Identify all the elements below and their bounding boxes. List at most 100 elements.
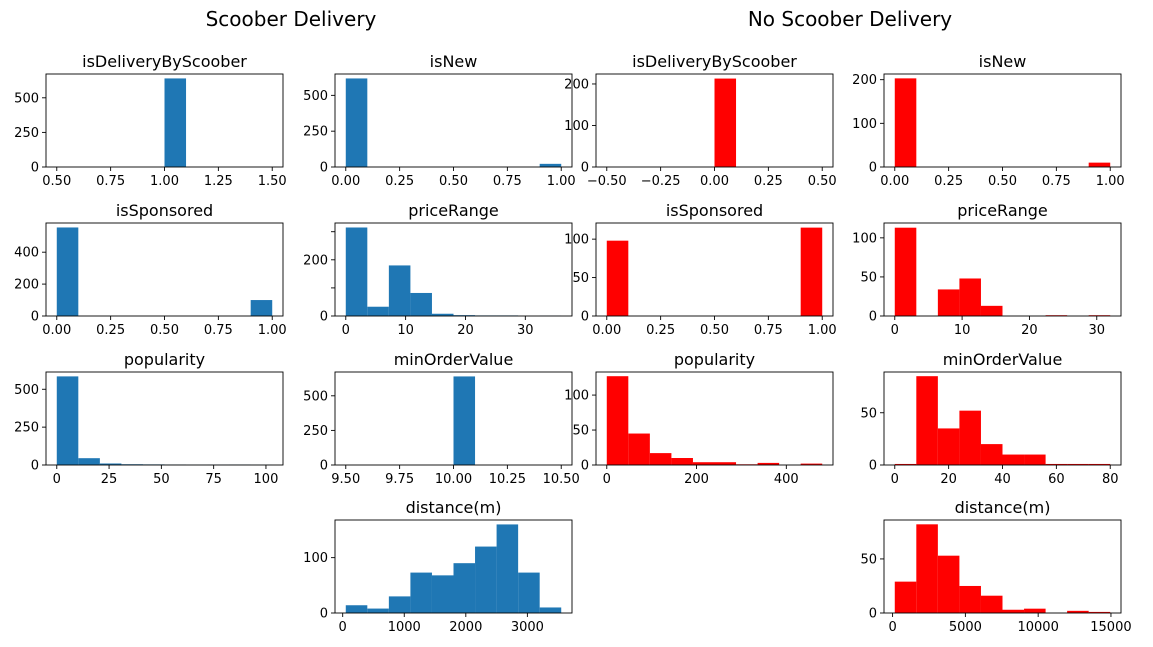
panel-title: isSponsored xyxy=(666,201,763,220)
y-tick-label: 200 xyxy=(303,253,328,268)
y-tick-label: 250 xyxy=(14,126,39,141)
y-tick-label: 0 xyxy=(869,459,877,474)
panel-title: isDeliveryByScoober xyxy=(82,52,247,71)
histogram-bar xyxy=(345,78,368,167)
panel-no-scoober-isnew: isNew 0.00 0.25 0.50 0.75 1.00 0 100 200 xyxy=(852,52,1125,189)
panel-no-scoober-popularity: popularity 0 200 400 0 50 100 xyxy=(564,350,834,487)
x-tick-label: 0 xyxy=(53,472,61,487)
histogram-bar xyxy=(345,605,368,613)
y-tick-label: 0 xyxy=(581,459,589,474)
histogram-bar xyxy=(894,581,917,613)
histogram-bar xyxy=(431,313,454,316)
y-tick-label: 0 xyxy=(31,310,39,325)
histogram-bar xyxy=(367,306,389,316)
axes-frame xyxy=(883,222,1122,317)
x-tick-label: 0.00 xyxy=(42,323,71,338)
histogram-bar xyxy=(56,227,79,316)
axes-frame xyxy=(883,73,1122,168)
panel-title: distance(m) xyxy=(406,498,502,517)
histogram-bar xyxy=(539,607,562,613)
histogram-bar xyxy=(99,463,122,465)
histogram-bar xyxy=(937,428,960,465)
x-tick-label: 9.75 xyxy=(385,472,414,487)
y-tick-label: 100 xyxy=(852,231,877,246)
axes-frame xyxy=(334,222,573,317)
y-tick-label: 500 xyxy=(14,383,39,398)
histogram-bar xyxy=(1024,454,1046,465)
histogram-bar xyxy=(980,444,1003,465)
x-tick-label: 2000 xyxy=(449,620,482,635)
y-tick-label: 0 xyxy=(869,161,877,176)
x-tick-label: 1000 xyxy=(388,620,421,635)
x-tick-label: 0.50 xyxy=(700,323,729,338)
histogram-bar xyxy=(916,376,938,465)
histogram-bar xyxy=(1067,610,1089,613)
x-tick-label: 60 xyxy=(1048,472,1065,487)
y-tick-label: 250 xyxy=(14,421,39,436)
x-tick-label: 10.50 xyxy=(543,472,580,487)
x-tick-label: 0.00 xyxy=(592,323,621,338)
histogram-bar xyxy=(1002,454,1025,465)
histogram-bar xyxy=(692,462,715,465)
y-tick-label: 0 xyxy=(869,607,877,622)
histogram-bar xyxy=(606,376,629,465)
histogram-bar xyxy=(800,463,823,465)
histogram-bar xyxy=(518,572,540,613)
y-tick-label: 0 xyxy=(320,459,328,474)
x-tick-label: 0 xyxy=(603,472,611,487)
x-tick-label: 10.25 xyxy=(489,472,526,487)
histogram-bar xyxy=(250,300,273,316)
panel-scoober-issponsored: isSponsored 0.00 0.25 0.50 0.75 1.00 0 200 400 xyxy=(14,201,287,338)
y-tick-label: 250 xyxy=(303,424,328,439)
x-tick-label: 0.25 xyxy=(96,323,125,338)
y-tick-label: 0 xyxy=(869,310,877,325)
x-tick-label: 0.00 xyxy=(700,174,729,189)
histogram-bar xyxy=(757,462,780,465)
x-tick-label: 40 xyxy=(994,472,1011,487)
x-tick-label: 9.50 xyxy=(331,472,360,487)
x-tick-label: 1.00 xyxy=(1096,174,1125,189)
y-tick-label: 0 xyxy=(320,310,328,325)
axes-frame xyxy=(45,371,284,466)
x-tick-label: 10 xyxy=(954,323,971,338)
x-tick-label: 0.50 xyxy=(439,174,468,189)
y-tick-label: 0 xyxy=(31,161,39,176)
y-tick-label: 50 xyxy=(572,424,589,439)
x-tick-label: 200 xyxy=(684,472,709,487)
x-tick-label: 30 xyxy=(1088,323,1105,338)
y-tick-label: 100 xyxy=(564,389,589,404)
histogram-bar xyxy=(56,376,79,465)
histogram-bar xyxy=(475,546,497,613)
histogram-bar xyxy=(1002,609,1025,613)
histogram-bar xyxy=(367,608,389,613)
x-tick-label: 80 xyxy=(1102,472,1119,487)
histogram-bar xyxy=(539,163,562,167)
histogram-bar xyxy=(606,240,629,316)
panel-no-scoober-pricerange: priceRange 0 10 20 30 0 50 100 xyxy=(852,201,1122,338)
panel-no-scoober-isdeliverybyscoober: isDeliveryByScoober −0.50 −0.25 0.00 0.25 0.5… xyxy=(564,52,837,189)
x-tick-label: −0.25 xyxy=(641,174,681,189)
histogram-bar xyxy=(894,227,917,316)
x-tick-label: 0.75 xyxy=(493,174,522,189)
x-tick-label: 0.25 xyxy=(385,174,414,189)
histogram-bar xyxy=(937,289,960,316)
axes-frame xyxy=(334,73,573,168)
histogram-bar xyxy=(410,572,432,613)
axes-frame xyxy=(334,519,573,614)
y-tick-label: 400 xyxy=(14,246,39,261)
x-tick-label: 0.75 xyxy=(96,174,125,189)
y-tick-label: 100 xyxy=(303,551,328,566)
panel-scoober-distance-m: distance(m) 0 1000 2000 3000 0 100 xyxy=(303,498,573,635)
y-tick-label: 100 xyxy=(564,233,589,248)
panel-no-scoober-minordervalue: minOrderValue 0 20 40 60 80 0 50 xyxy=(860,350,1122,487)
y-tick-label: 250 xyxy=(303,125,328,140)
x-tick-label: 1.00 xyxy=(258,323,287,338)
x-tick-label: 0.50 xyxy=(988,174,1017,189)
y-tick-label: 0 xyxy=(581,161,589,176)
x-tick-label: 1.00 xyxy=(808,323,837,338)
y-tick-label: 500 xyxy=(303,389,328,404)
histogram-bar xyxy=(1045,463,1068,465)
panel-title: popularity xyxy=(674,350,755,369)
histogram-bar xyxy=(714,462,737,465)
